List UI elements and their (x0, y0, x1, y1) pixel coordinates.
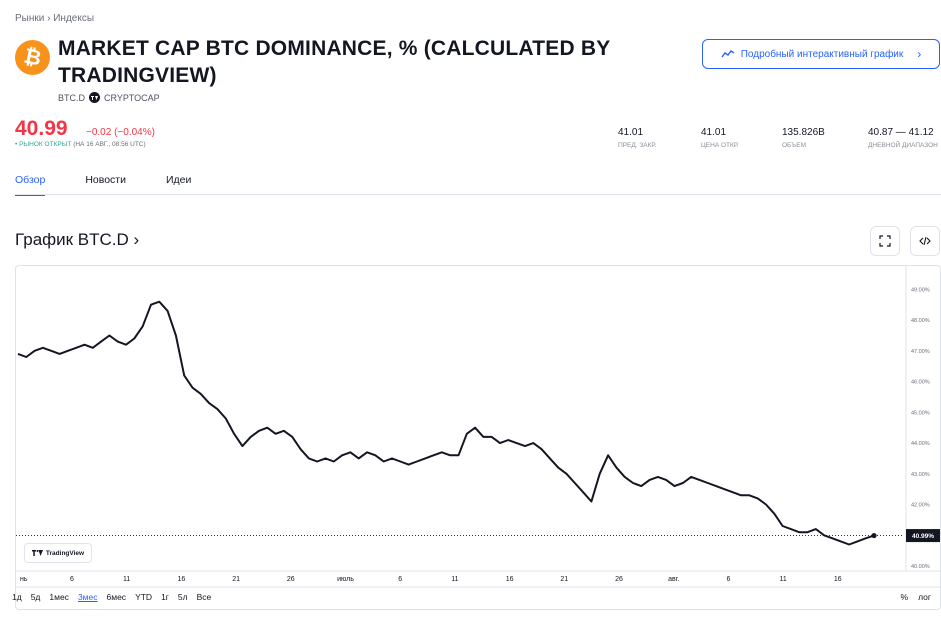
interactive-chart-label: Подробный интерактивный график (740, 48, 904, 60)
breadcrumb[interactable]: Рынки › Индексы (15, 13, 95, 24)
stat-value: 41.01 (618, 127, 644, 138)
stat-label: ЦЕНА ОТКР. (701, 142, 739, 149)
tab-news[interactable]: Новости (85, 174, 126, 186)
scale-options: % лог (901, 592, 931, 602)
chart-heading-link[interactable]: График BTC.D › (15, 230, 140, 249)
stat-value: 135.826B (782, 127, 825, 138)
y-tick-label: 45.00% (911, 410, 930, 416)
symbol-line: BTC.D CRYPTOCAP (58, 92, 160, 103)
stat-open: 41.01 ЦЕНА ОТКР. (701, 127, 739, 149)
period-1m[interactable]: 1мес (49, 592, 69, 602)
stat-label: ОБЪЕМ (782, 142, 807, 149)
interactive-chart-button[interactable]: Подробный интерактивный график › (702, 39, 940, 69)
percent-scale-toggle[interactable]: % (900, 592, 909, 602)
period-3m[interactable]: 3мес (77, 592, 98, 602)
series-line (17, 300, 875, 546)
stat-value: 40.87 — 41.12 (868, 127, 934, 138)
price-chart[interactable]: 49.00% 48.00% 47.00% 46.00% 45.00% 44.00% 43.0… (15, 265, 941, 610)
chart-canvas[interactable]: 49.00% 48.00% 47.00% 46.00% 45.00% 44.00% 43.0… (16, 266, 941, 610)
x-tick-label: 16 (178, 576, 186, 583)
tradingview-badge[interactable]: TradingView (24, 543, 92, 563)
y-tick-label: 47.00% (911, 349, 930, 355)
x-tick-label: нь (20, 576, 28, 583)
period-all[interactable]: Все (196, 592, 212, 602)
tabs-divider (15, 194, 941, 195)
x-tick-label: 6 (398, 576, 402, 583)
x-tick-label: 11 (123, 576, 130, 583)
current-price: 40.99 (15, 117, 68, 140)
symbol-text: BTC.D (58, 92, 85, 103)
tab-ideas[interactable]: Идеи (165, 174, 192, 186)
period-5d[interactable]: 5д (30, 592, 41, 602)
tradingview-logo-icon (31, 550, 43, 556)
x-tick-label: 11 (779, 576, 786, 583)
last-price-label: 40.99% (912, 533, 934, 540)
x-tick-label: 21 (560, 576, 568, 583)
stat-prev-close: 41.01 ПРЕД. ЗАКР. (618, 127, 656, 149)
stat-label: ПРЕД. ЗАКР. (618, 142, 657, 149)
page-title: MARKET CAP BTC DOMINANCE, % (CALCULATED … (58, 37, 611, 87)
y-tick-label: 42.00% (911, 503, 930, 509)
x-tick-label: 16 (834, 576, 842, 583)
last-price-label-bg (906, 529, 940, 543)
x-tick-label: 21 (232, 576, 240, 583)
x-tick-label: 26 (615, 576, 623, 583)
chevron-right-icon: › (917, 47, 922, 61)
x-tick-label: 16 (506, 576, 514, 583)
log-scale-toggle[interactable]: лог (918, 592, 931, 602)
period-1d[interactable]: 1д (12, 592, 22, 602)
price-change: −0.02 (−0.04%) (86, 127, 155, 138)
x-tick-label: 6 (726, 576, 730, 583)
y-tick-label: 43.00% (911, 472, 930, 478)
fullscreen-button[interactable] (870, 226, 900, 256)
tradingview-badge-text: TradingView (45, 549, 85, 557)
period-5y[interactable]: 5л (177, 592, 188, 602)
y-tick-label: 48.00% (911, 318, 930, 324)
y-tick-label: 49.00% (911, 287, 930, 293)
exchange-text[interactable]: CRYPTOCAP (104, 92, 160, 103)
chart-line-icon (721, 50, 735, 58)
y-tick-label: 44.00% (911, 441, 930, 447)
x-tick-label: авг. (668, 576, 679, 583)
fullscreen-icon (879, 235, 891, 247)
stat-value: 41.01 (701, 127, 727, 138)
bitcoin-icon: ₿ (21, 43, 44, 71)
code-icon (919, 236, 931, 246)
x-tick-label: 26 (287, 576, 295, 583)
bitcoin-logo: ₿ (15, 40, 50, 75)
tab-overview[interactable]: Обзор (15, 174, 46, 196)
period-ytd[interactable]: YTD (135, 592, 153, 602)
stat-label: ДНЕВНОЙ ДИАПАЗОН (868, 142, 938, 149)
period-1y[interactable]: 1г (161, 592, 169, 602)
stat-volume: 135.826B ОБЪЕМ (782, 127, 825, 149)
period-6m[interactable]: 6мес (106, 592, 127, 602)
page-tabs: Обзор Новости Идеи (15, 174, 231, 196)
last-point (871, 532, 877, 539)
tradingview-exchange-icon (89, 92, 100, 103)
market-open-label: • РЫНОК ОТКРЫТ (15, 141, 72, 148)
embed-button[interactable] (910, 226, 940, 256)
stat-day-range: 40.87 — 41.12 ДНЕВНОЙ ДИАПАЗОН (868, 127, 938, 149)
x-tick-label: 6 (70, 576, 74, 583)
y-tick-label: 40.00% (911, 564, 930, 570)
x-tick-label: июль (337, 576, 354, 583)
market-time: (НА 16 АВГ., 08:56 UTC) (73, 141, 146, 148)
period-selector: 1д 5д 1мес 3мес 6мес YTD 1г 5л Все (12, 592, 220, 602)
y-tick-label: 46.00% (911, 380, 930, 386)
market-status: • РЫНОК ОТКРЫТ (НА 16 АВГ., 08:56 UTC) (15, 141, 146, 148)
x-tick-label: 11 (451, 576, 458, 583)
